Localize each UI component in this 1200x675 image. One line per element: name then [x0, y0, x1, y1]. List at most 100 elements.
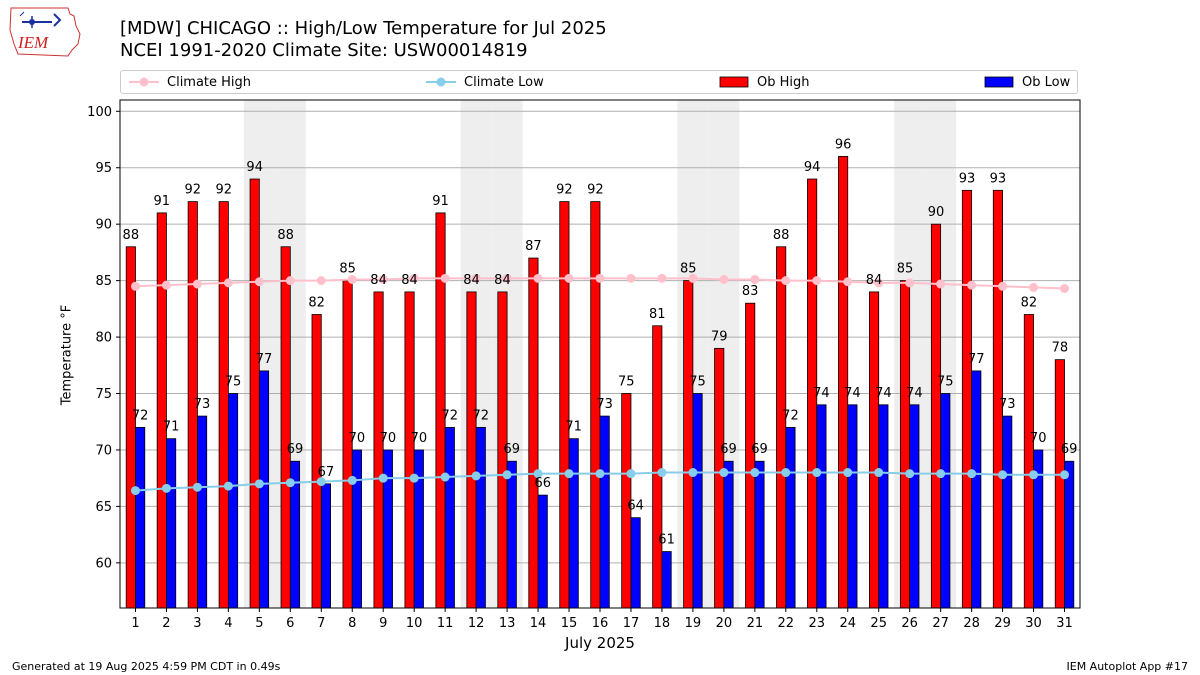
ob-low-bar	[816, 404, 827, 609]
x-tick-label: 20	[716, 616, 733, 631]
ob-low-label: 71	[565, 420, 582, 435]
ob-high-label: 75	[618, 375, 635, 390]
ob-low-bar	[661, 551, 672, 609]
x-tick-label: 19	[685, 616, 702, 631]
ob-low-label: 69	[751, 442, 768, 457]
ob-high-bar	[961, 189, 973, 609]
x-tick-label: 18	[654, 616, 671, 631]
climate-low-point	[967, 469, 977, 479]
ob-low-label: 70	[1030, 431, 1047, 446]
y-tick-label: 75	[95, 387, 112, 402]
x-tick-label: 23	[809, 616, 826, 631]
x-tick-label: 21	[747, 616, 764, 631]
ob-low-label: 74	[875, 386, 892, 401]
ob-low-label: 69	[503, 442, 520, 457]
ob-high-label: 88	[123, 228, 140, 243]
climate-low-point	[595, 469, 605, 479]
ob-high-label: 94	[246, 160, 263, 175]
ob-high-label: 85	[680, 262, 697, 277]
ob-high-bar	[528, 257, 539, 609]
ob-low-label: 74	[813, 386, 830, 401]
climate-high-point	[812, 276, 822, 286]
climate-low-point	[719, 468, 729, 478]
ob-low-bar	[971, 370, 982, 609]
x-axis-label: July 2025	[565, 634, 635, 652]
ob-low-label: 71	[163, 420, 180, 435]
ob-low-bar	[1064, 460, 1075, 609]
climate-high-point	[192, 279, 202, 289]
ob-low-bar	[847, 404, 858, 609]
app-credit: IEM Autoplot App #17	[1066, 660, 1189, 673]
climate-high-point	[347, 274, 357, 284]
legend-label-climate-low: Climate Low	[464, 74, 544, 90]
climate-high-point	[750, 274, 760, 284]
climate-low-point	[440, 472, 450, 482]
ob-low-bar	[197, 415, 208, 609]
ob-low-label: 69	[720, 442, 737, 457]
x-tick-label: 29	[994, 616, 1011, 631]
x-tick-label: 10	[406, 616, 423, 631]
x-tick-label: 31	[1056, 616, 1073, 631]
ob-low-label: 75	[689, 375, 706, 390]
ob-high-label: 78	[1052, 341, 1069, 356]
ob-low-bar	[320, 483, 331, 609]
ob-low-bar	[878, 404, 889, 609]
ob-high-label: 92	[587, 183, 604, 198]
ob-high-label: 82	[1021, 295, 1038, 310]
x-tick-label: 9	[379, 616, 387, 631]
x-tick-label: 16	[592, 616, 609, 631]
climate-low-point	[533, 469, 543, 479]
x-tick-label: 22	[778, 616, 795, 631]
climate-high-point	[316, 276, 326, 286]
x-tick-label: 17	[623, 616, 640, 631]
climate-low-point	[285, 478, 295, 488]
ob-low-label: 72	[473, 408, 490, 423]
climate-low-point	[223, 481, 233, 491]
x-tick-label: 27	[932, 616, 949, 631]
climate-low-point	[812, 468, 822, 478]
ob-low-label: 70	[411, 431, 428, 446]
ob-high-label: 94	[804, 160, 821, 175]
ob-high-label: 93	[959, 171, 976, 186]
climate-low-point	[1029, 470, 1039, 480]
climate-low-point	[843, 468, 853, 478]
climate-high-point	[409, 273, 419, 283]
ob-low-bar	[382, 449, 393, 609]
ob-low-bar	[909, 404, 920, 609]
climate-low-point	[254, 479, 264, 489]
climate-high-point	[564, 273, 574, 283]
ob-low-label: 72	[442, 408, 459, 423]
ob-low-label: 72	[782, 408, 799, 423]
climate-low-point	[378, 473, 388, 483]
ob-low-label: 77	[256, 352, 273, 367]
y-tick-label: 95	[95, 161, 112, 176]
climate-low-point	[874, 468, 884, 478]
ob-low-bar	[258, 370, 270, 609]
x-tick-label: 13	[499, 616, 516, 631]
ob-high-bar	[404, 291, 415, 609]
climate-high-point	[161, 280, 171, 290]
climate-low-point	[936, 469, 946, 479]
legend-item-climate-high: Climate High	[129, 71, 251, 93]
ob-high-label: 85	[897, 262, 914, 277]
generated-timestamp: Generated at 19 Aug 2025 4:59 PM CDT in …	[12, 660, 281, 673]
ob-low-label: 72	[132, 408, 149, 423]
climate-high-point	[223, 278, 233, 288]
climate-high-point	[843, 277, 853, 287]
climate-low-point	[1060, 470, 1070, 480]
x-tick-label: 2	[162, 616, 170, 631]
ob-high-bar	[838, 156, 849, 609]
climate-low-point	[688, 468, 698, 478]
x-tick-label: 24	[839, 616, 856, 631]
x-tick-label: 4	[224, 616, 232, 631]
x-tick-label: 14	[530, 616, 547, 631]
ob-high-label: 84	[370, 273, 387, 288]
x-tick-label: 15	[561, 616, 578, 631]
ob-high-label: 83	[742, 284, 759, 299]
ob-high-label: 88	[277, 228, 294, 243]
climate-high-point	[471, 273, 481, 283]
y-axis-label: Temperature °F	[59, 304, 75, 406]
climate-low-point	[130, 486, 140, 496]
climate-low-point	[192, 482, 202, 492]
legend: Climate High Climate Low Ob High Ob Low	[120, 70, 1078, 94]
